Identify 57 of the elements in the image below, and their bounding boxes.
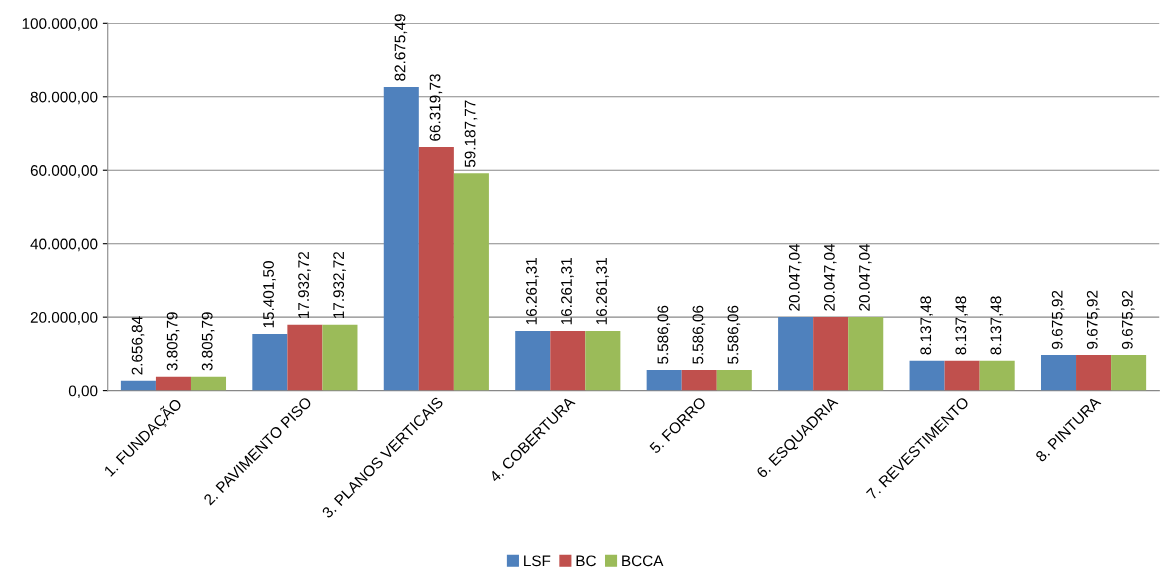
- bar: [155, 376, 191, 391]
- data-label: 17.932,72: [333, 251, 346, 319]
- data-label: 15.401,50: [263, 261, 276, 328]
- bar: [287, 324, 323, 391]
- data-label: 20.047,04: [823, 243, 837, 311]
- bar: [120, 380, 156, 391]
- data-label: 5.586,06: [727, 305, 741, 364]
- data-label: 66.319,73: [429, 74, 443, 141]
- data-label: 3.805,79: [166, 312, 180, 371]
- legend-label: BC: [576, 555, 596, 567]
- data-label: 8.137,48: [955, 296, 969, 355]
- y-tick-label: 0,00: [68, 385, 98, 399]
- y-tick-label: 40.000,00: [30, 238, 98, 252]
- bar: [1040, 355, 1077, 391]
- data-label: 3.805,79: [201, 312, 215, 371]
- bar: [418, 147, 454, 391]
- data-label: 17.932,72: [298, 251, 311, 319]
- bar: [944, 360, 980, 391]
- data-label: 20.047,04: [788, 243, 802, 311]
- data-label: 82.675,49: [394, 14, 408, 81]
- data-label: 2.656,84: [131, 316, 145, 375]
- y-tick-label: 100.000,00: [22, 18, 98, 31]
- bar: [1076, 355, 1112, 391]
- bar: [716, 370, 752, 391]
- y-tick-label: 60.000,00: [30, 165, 98, 178]
- bar: [585, 330, 621, 391]
- data-label: 5.586,06: [692, 305, 706, 364]
- bar: [550, 330, 586, 391]
- data-label: 20.047,04: [859, 243, 872, 311]
- bar: [383, 86, 419, 391]
- y-tick-label: 20.000,00: [30, 312, 98, 325]
- legend-label: LSF: [524, 555, 551, 567]
- data-label: 8.137,48: [920, 296, 933, 355]
- bar: [813, 316, 849, 391]
- bar: [190, 376, 227, 391]
- data-label: 16.261,31: [561, 258, 574, 325]
- y-tick-label: 80.000,00: [30, 91, 98, 105]
- data-label: 16.261,31: [596, 258, 609, 325]
- data-label: 5.586,06: [657, 305, 671, 364]
- bar: [646, 370, 682, 391]
- data-label: 9.675,92: [1051, 290, 1065, 349]
- bar: [1111, 355, 1147, 391]
- bar: [848, 316, 884, 391]
- data-label: 59.187,77: [464, 100, 478, 168]
- bar: [979, 360, 1015, 391]
- data-label: 8.137,48: [990, 296, 1004, 355]
- bar: [515, 330, 551, 391]
- legend-label: BCCA: [622, 555, 664, 567]
- data-label: 16.261,31: [526, 258, 539, 325]
- bar: [909, 360, 945, 391]
- bar: [322, 324, 358, 391]
- bar: [681, 370, 717, 391]
- bar: [453, 173, 489, 391]
- data-label: 9.675,92: [1121, 290, 1135, 349]
- bar: [252, 334, 288, 391]
- data-label: 9.675,92: [1086, 290, 1100, 349]
- bar: [778, 316, 814, 391]
